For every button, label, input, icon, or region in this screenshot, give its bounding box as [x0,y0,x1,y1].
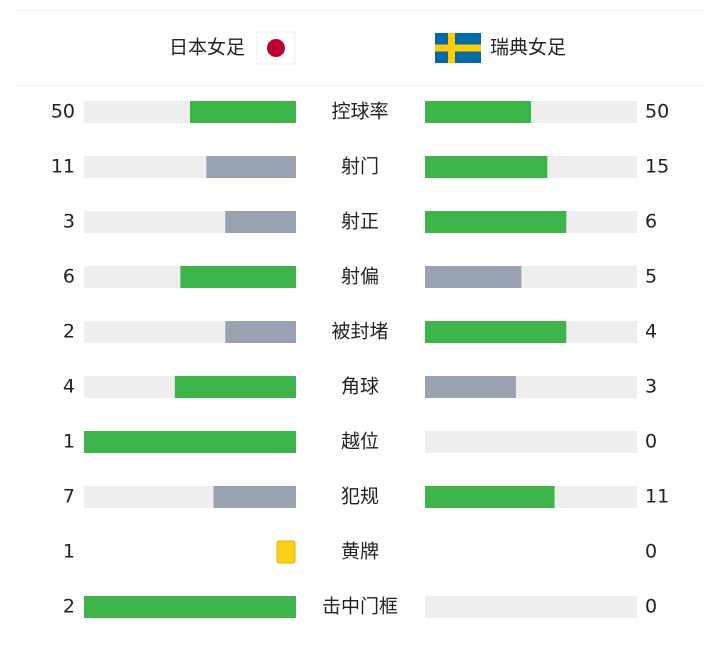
home-team: 日本女足 [169,37,245,59]
away-value: 4 [645,321,657,343]
away-bar [425,376,516,398]
stat-label: 射偏 [341,266,379,288]
away-value: 50 [645,101,669,123]
home-bar [174,376,296,398]
away-track [425,596,637,618]
japan-flag [256,31,296,65]
home-value: 11 [51,156,75,178]
home-value: 3 [63,211,75,233]
stat-label: 被封堵 [331,321,388,343]
home-value: 6 [63,266,75,288]
home-bar [190,101,296,123]
home-bar [84,431,296,453]
stat-label: 击中门框 [322,596,398,618]
away-bar [425,211,567,233]
away-bar [425,321,567,343]
away-value: 11 [645,486,669,508]
home-value: 1 [63,431,75,453]
home-value: 2 [63,321,75,343]
stat-label: 控球率 [331,101,388,123]
away-value: 5 [645,266,657,288]
home-bar [206,156,296,178]
stat-label: 犯规 [341,486,379,508]
stat-label: 射门 [341,156,379,178]
home-value: 7 [63,486,75,508]
home-value: 50 [51,101,75,123]
home-bar [180,266,296,288]
stat-label: 射正 [341,211,379,233]
stat-label: 角球 [341,376,379,398]
away-bar [425,266,522,288]
home-value: 2 [63,596,75,618]
sweden-flag [435,33,481,63]
home-bar [213,486,296,508]
yellow-card [276,540,296,564]
away-value: 6 [645,211,657,233]
away-bar [425,486,555,508]
home-value: 1 [63,541,75,563]
stat-label: 越位 [341,431,379,453]
away-bar [425,101,531,123]
away-value: 3 [645,376,657,398]
away-bar [425,156,548,178]
home-bar [225,321,296,343]
away-value: 0 [645,431,657,453]
home-bar [225,211,296,233]
away-team: 瑞典女足 [490,37,566,59]
home-bar [84,596,296,618]
away-value: 0 [645,541,657,563]
home-value: 4 [63,376,75,398]
away-track [425,431,637,453]
away-value: 15 [645,156,669,178]
away-value: 0 [645,596,657,618]
stat-label: 黄牌 [341,541,379,563]
